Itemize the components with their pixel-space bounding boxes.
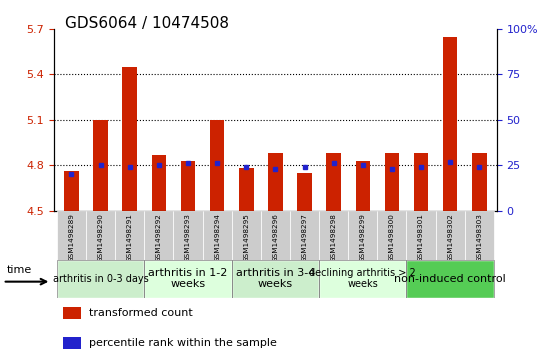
- FancyBboxPatch shape: [290, 211, 319, 260]
- Bar: [297, 173, 312, 211]
- FancyBboxPatch shape: [144, 211, 173, 260]
- FancyBboxPatch shape: [57, 260, 144, 298]
- Text: arthritis in 3-4
weeks: arthritis in 3-4 weeks: [236, 268, 315, 289]
- Bar: [63, 337, 80, 348]
- Bar: [414, 153, 428, 211]
- Bar: [355, 160, 370, 211]
- Bar: [181, 160, 195, 211]
- Text: percentile rank within the sample: percentile rank within the sample: [90, 338, 278, 348]
- FancyBboxPatch shape: [232, 260, 319, 298]
- FancyBboxPatch shape: [261, 211, 290, 260]
- Text: GSM1498303: GSM1498303: [476, 213, 482, 262]
- Bar: [239, 168, 254, 211]
- FancyBboxPatch shape: [407, 260, 494, 298]
- Text: GSM1498300: GSM1498300: [389, 213, 395, 262]
- Text: GDS6064 / 10474508: GDS6064 / 10474508: [65, 16, 229, 31]
- FancyBboxPatch shape: [319, 211, 348, 260]
- Bar: [210, 120, 225, 211]
- Bar: [93, 120, 108, 211]
- Text: arthritis in 0-3 days: arthritis in 0-3 days: [53, 274, 148, 284]
- FancyBboxPatch shape: [465, 211, 494, 260]
- Text: GSM1498296: GSM1498296: [272, 213, 279, 262]
- Text: GSM1498298: GSM1498298: [330, 213, 336, 262]
- FancyBboxPatch shape: [377, 211, 407, 260]
- Text: GSM1498293: GSM1498293: [185, 213, 191, 262]
- FancyBboxPatch shape: [436, 211, 465, 260]
- Text: GSM1498289: GSM1498289: [69, 213, 75, 262]
- Bar: [443, 37, 457, 211]
- Text: GSM1498297: GSM1498297: [301, 213, 308, 262]
- FancyBboxPatch shape: [57, 211, 86, 260]
- Text: GSM1498291: GSM1498291: [127, 213, 133, 262]
- FancyBboxPatch shape: [173, 211, 202, 260]
- Bar: [64, 171, 79, 211]
- FancyBboxPatch shape: [115, 211, 144, 260]
- Bar: [472, 153, 487, 211]
- Text: GSM1498290: GSM1498290: [98, 213, 104, 262]
- Bar: [268, 153, 282, 211]
- Text: GSM1498299: GSM1498299: [360, 213, 366, 262]
- Bar: [152, 155, 166, 211]
- FancyBboxPatch shape: [86, 211, 115, 260]
- Bar: [384, 153, 399, 211]
- Text: time: time: [6, 265, 31, 275]
- Bar: [326, 153, 341, 211]
- Text: arthritis in 1-2
weeks: arthritis in 1-2 weeks: [148, 268, 228, 289]
- Text: non-induced control: non-induced control: [394, 274, 506, 284]
- Text: GSM1498301: GSM1498301: [418, 213, 424, 262]
- Text: GSM1498295: GSM1498295: [243, 213, 249, 262]
- FancyBboxPatch shape: [232, 211, 261, 260]
- Bar: [123, 67, 137, 211]
- Text: GSM1498302: GSM1498302: [447, 213, 453, 262]
- Text: GSM1498292: GSM1498292: [156, 213, 162, 262]
- Text: transformed count: transformed count: [90, 308, 193, 318]
- FancyBboxPatch shape: [144, 260, 232, 298]
- FancyBboxPatch shape: [348, 211, 377, 260]
- FancyBboxPatch shape: [202, 211, 232, 260]
- FancyBboxPatch shape: [319, 260, 407, 298]
- Text: declining arthritis > 2
weeks: declining arthritis > 2 weeks: [309, 268, 416, 289]
- Text: GSM1498294: GSM1498294: [214, 213, 220, 262]
- Bar: [63, 307, 80, 319]
- FancyBboxPatch shape: [407, 211, 436, 260]
